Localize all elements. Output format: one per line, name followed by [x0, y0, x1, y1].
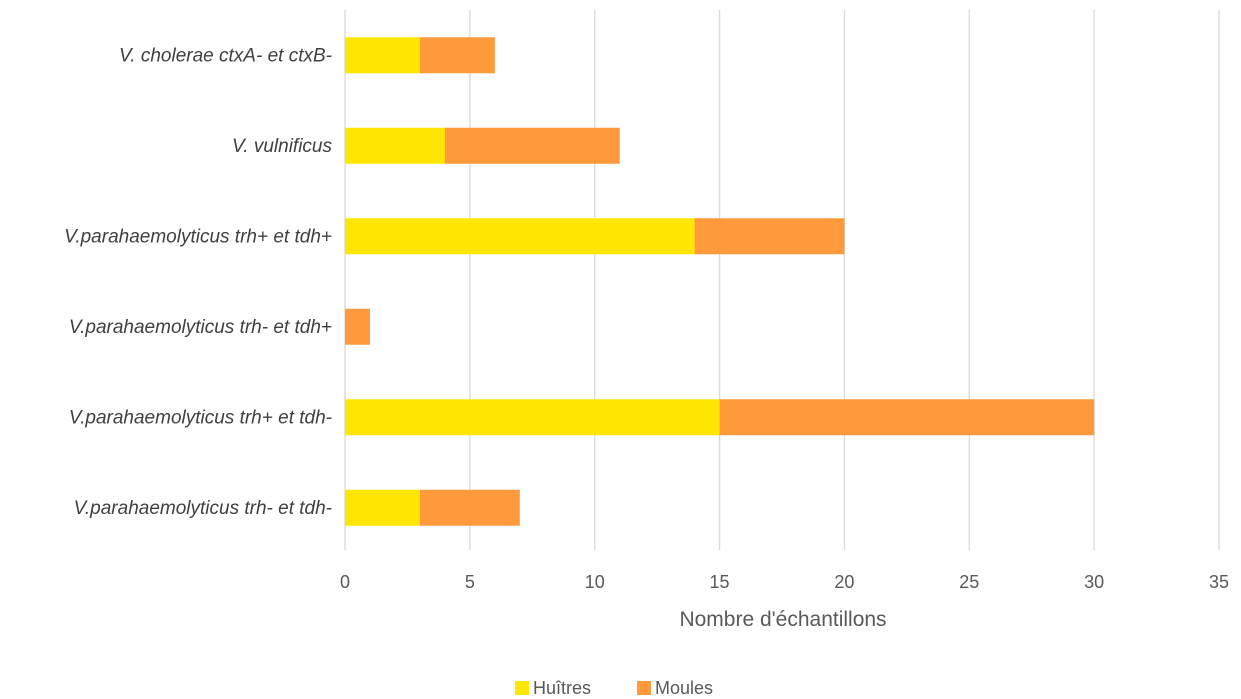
category-label: V.parahaemolyticus trh+ et tdh-	[69, 407, 332, 428]
category-label: V. cholerae ctxA- et ctxB-	[119, 45, 332, 66]
bar-segment-moules	[694, 218, 845, 255]
bar-segment-moules	[419, 37, 495, 74]
bar-segment-moules	[444, 127, 620, 164]
bar-segment-huitres	[345, 37, 420, 74]
bar-segment-moules	[419, 489, 520, 526]
legend-label: Huîtres	[533, 678, 591, 698]
legend-label: Moules	[655, 678, 713, 698]
category-label: V.parahaemolyticus trh- et tdh+	[69, 317, 332, 338]
category-label: V. vulnificus	[232, 136, 332, 157]
x-tick-label: 35	[1209, 572, 1229, 592]
x-axis-title: Nombre d'échantillons	[679, 608, 886, 631]
bar-segment-moules	[345, 308, 370, 345]
bar-segment-huitres	[345, 218, 695, 255]
bar-segment-moules	[719, 399, 1095, 436]
bars	[345, 37, 1095, 526]
legend-swatch	[515, 681, 529, 695]
category-label: V.parahaemolyticus trh+ et tdh+	[64, 226, 332, 247]
x-tick-label: 20	[834, 572, 854, 592]
legend: Huîtres Moules	[515, 678, 713, 698]
bar-segment-huitres	[345, 127, 445, 164]
bar-segment-huitres	[345, 399, 720, 436]
x-tick-label: 15	[710, 572, 730, 592]
category-labels: V. cholerae ctxA- et ctxB- V. vulnificus V…	[64, 45, 332, 519]
x-tick-label: 30	[1084, 572, 1104, 592]
x-tick-label: 10	[585, 572, 605, 592]
x-tick-label: 5	[465, 572, 475, 592]
category-label: V.parahaemolyticus trh- et tdh-	[74, 498, 332, 519]
gridlines	[344, 10, 1220, 550]
x-tick-label: 25	[959, 572, 979, 592]
x-tick-labels: 0 5 10 15 20 25 30 35	[340, 572, 1229, 592]
bar-segment-huitres	[345, 489, 420, 526]
legend-swatch	[637, 681, 651, 695]
x-tick-label: 0	[340, 572, 350, 592]
